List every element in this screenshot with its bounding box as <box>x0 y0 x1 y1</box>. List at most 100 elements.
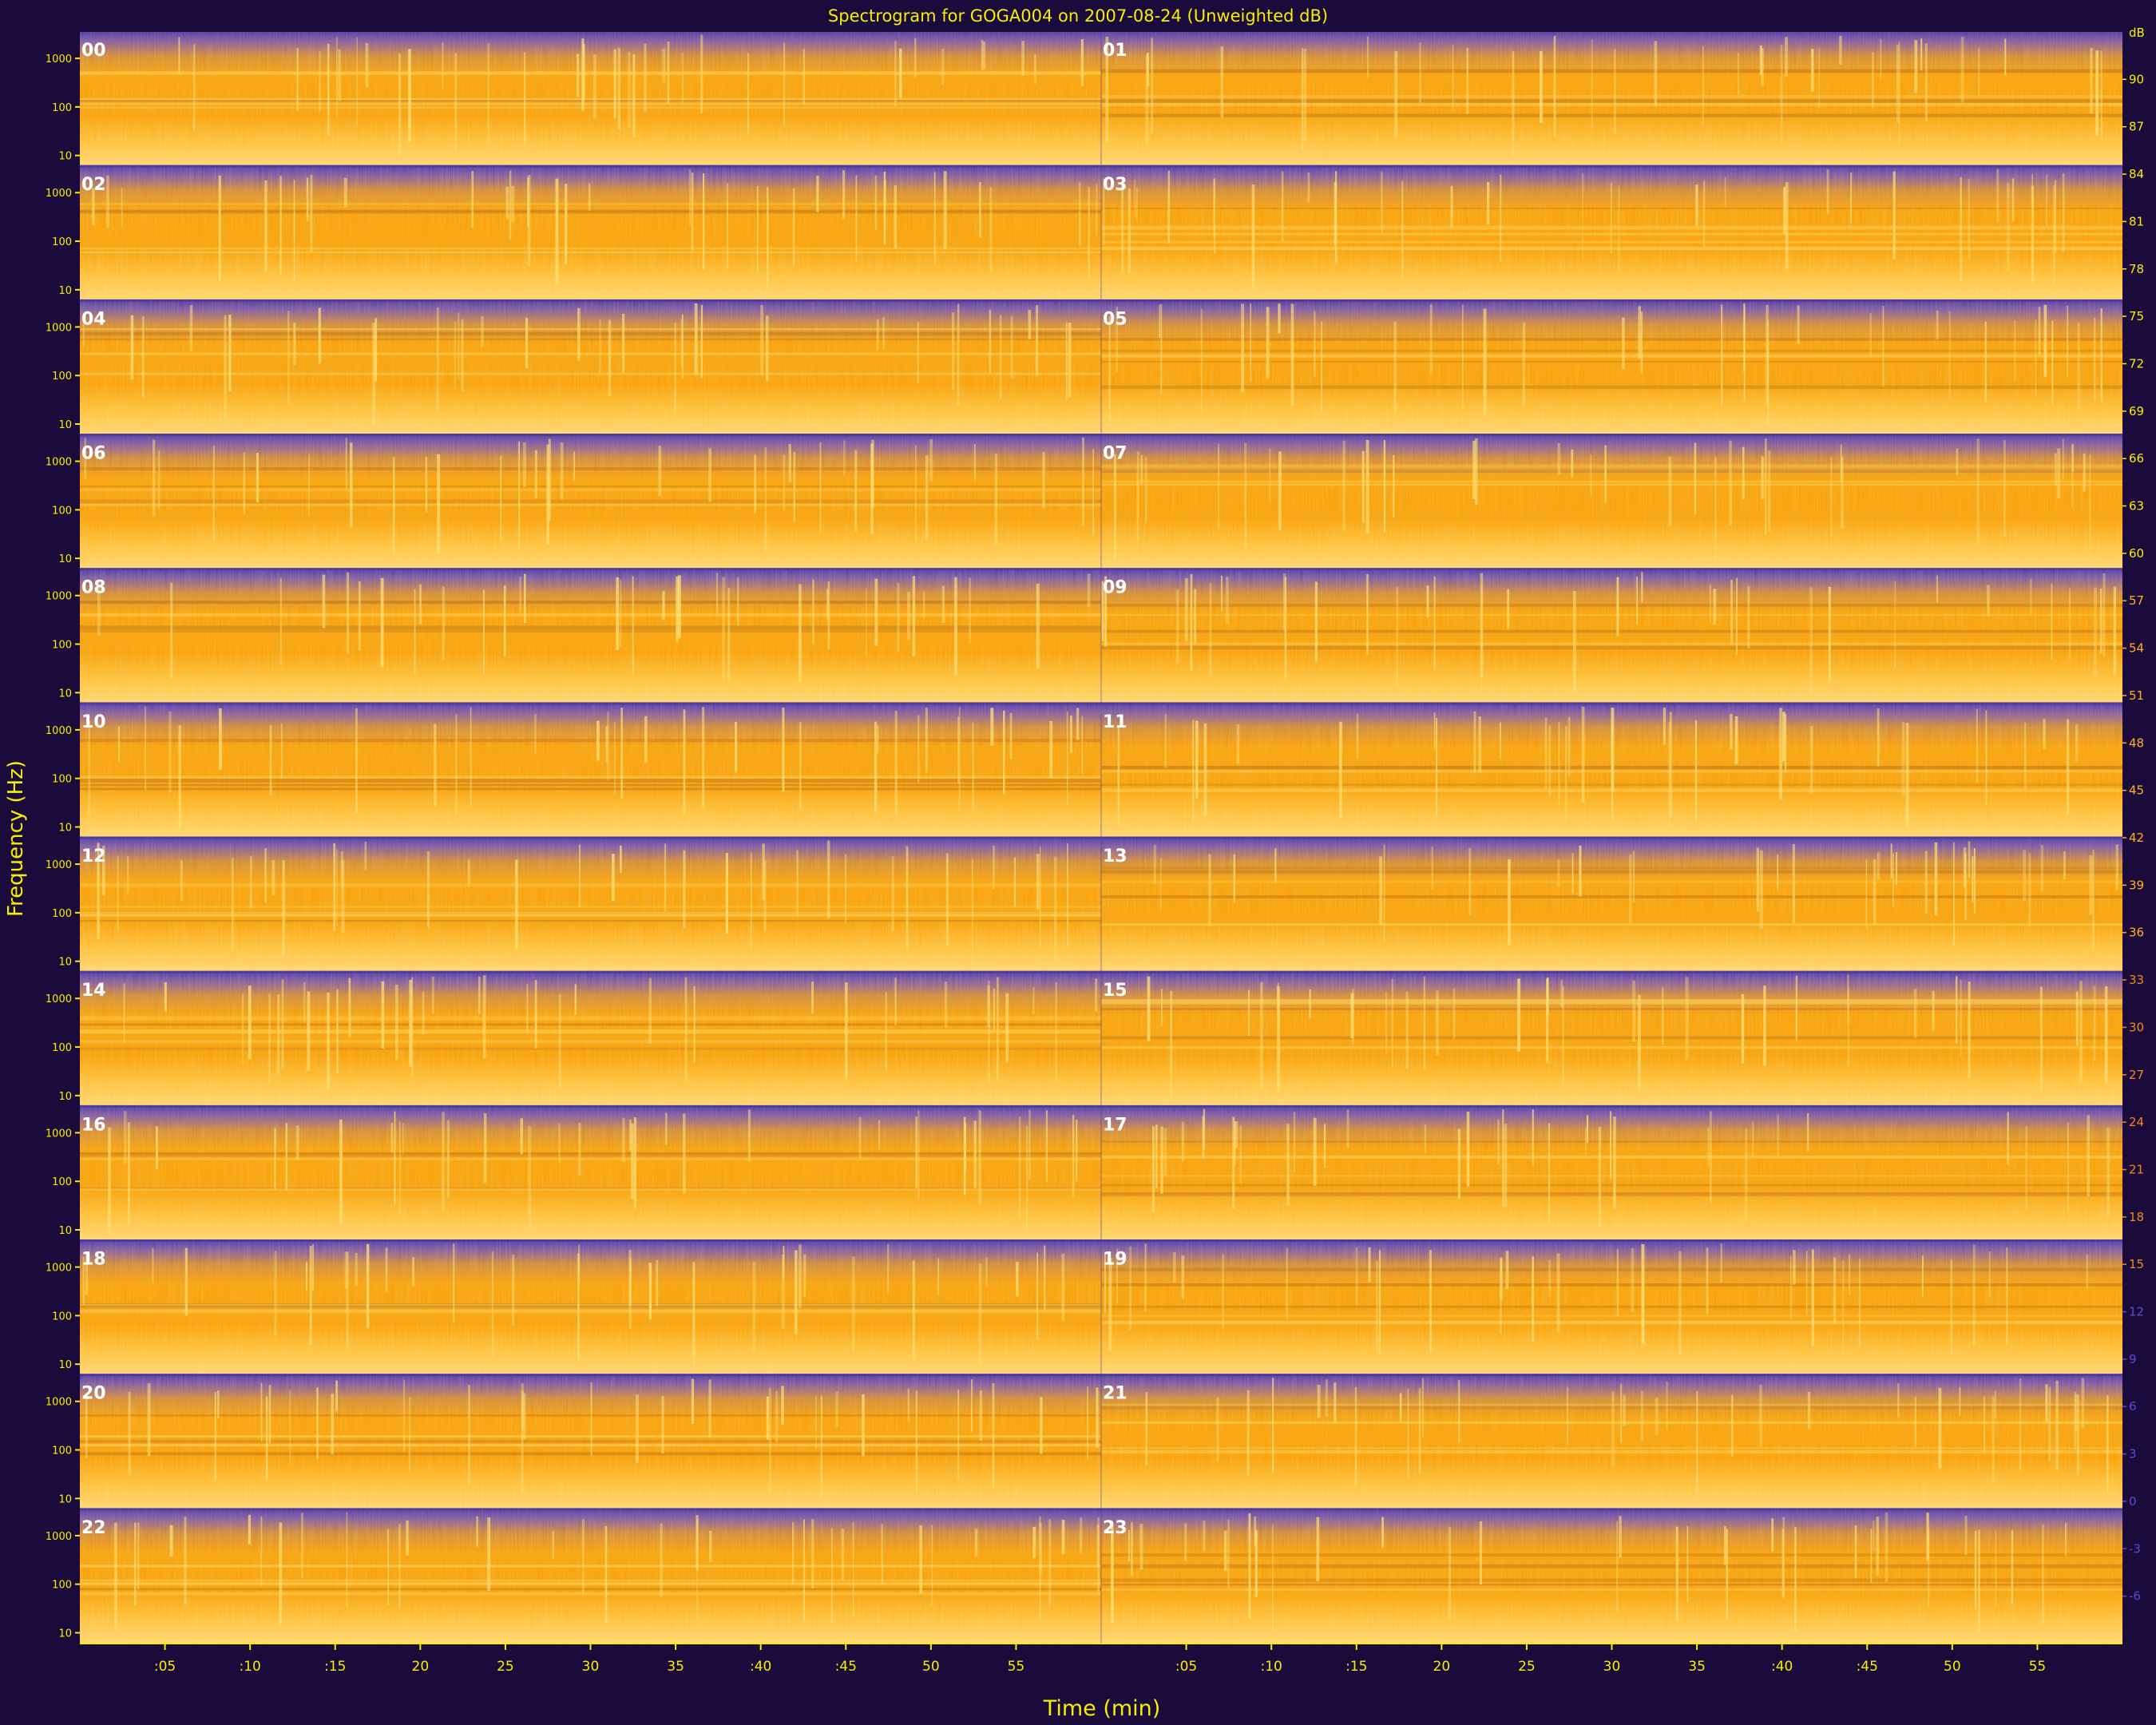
sound-event <box>419 584 422 625</box>
sound-event <box>2102 573 2106 657</box>
sound-event <box>1039 1516 1041 1621</box>
sound-event <box>812 579 814 644</box>
x-tick-label: 50 <box>1944 1659 1961 1675</box>
sound-event <box>1620 1383 1622 1443</box>
sound-event <box>341 859 345 934</box>
colorbar-tick-label: 75 <box>2129 309 2144 323</box>
y-tick-label: 1000 <box>46 322 72 334</box>
sound-event <box>2093 986 2096 1061</box>
sound-event <box>1876 1517 1879 1576</box>
sound-event <box>1974 1530 1977 1610</box>
sound-event <box>1920 38 1923 71</box>
sound-event <box>620 845 622 874</box>
tonal-band <box>1101 642 2122 645</box>
sound-event <box>471 171 474 228</box>
sound-event <box>372 323 376 426</box>
sound-event <box>1181 1255 1185 1299</box>
sound-event <box>519 577 521 613</box>
sound-event <box>862 1394 865 1457</box>
sound-event <box>327 992 330 1089</box>
sound-event <box>992 845 995 890</box>
sound-event <box>996 977 999 1081</box>
sound-event <box>1226 577 1229 625</box>
tonal-band <box>1101 207 2122 210</box>
tonal-band <box>80 1452 1101 1456</box>
tonal-band <box>80 1579 1101 1582</box>
tonal-band <box>80 338 1101 341</box>
sound-event <box>1522 322 1526 406</box>
sound-event <box>747 53 749 135</box>
sound-event <box>2011 178 2015 222</box>
sound-event <box>481 315 484 347</box>
sound-event <box>681 314 684 379</box>
sound-event <box>912 576 915 657</box>
sound-event <box>665 1112 668 1145</box>
sound-event <box>534 450 537 498</box>
sound-event <box>399 1121 401 1214</box>
tonal-band <box>1101 1305 2122 1309</box>
sound-event <box>422 991 425 1034</box>
sound-event <box>1045 1110 1048 1182</box>
sound-event <box>1729 440 1732 525</box>
sound-event <box>130 315 134 380</box>
colorbar-tick-label: 63 <box>2129 499 2144 514</box>
sound-event <box>1640 311 1643 375</box>
sound-event <box>933 172 936 264</box>
sound-event <box>978 1263 982 1366</box>
sound-event <box>505 186 509 220</box>
sound-event <box>994 453 998 545</box>
sound-event <box>906 846 909 951</box>
sound-event <box>2051 320 2054 406</box>
sound-event <box>1080 1517 1083 1555</box>
tonal-band <box>80 1188 1101 1191</box>
sound-event <box>855 175 858 262</box>
x-tick-label: :40 <box>1771 1659 1793 1675</box>
sound-event <box>402 1122 404 1154</box>
sound-event <box>914 38 917 78</box>
hour-label: 23 <box>1103 1518 1128 1538</box>
sound-event <box>1026 1125 1028 1233</box>
sound-event <box>355 708 358 813</box>
sound-event <box>1810 49 1814 92</box>
sound-event <box>1805 1251 1808 1315</box>
tonal-band <box>1101 1406 2122 1410</box>
hour-label: 21 <box>1103 1384 1128 1404</box>
sound-event <box>1742 446 1745 500</box>
sound-event <box>937 1258 940 1295</box>
sound-event <box>1076 1119 1078 1182</box>
sound-event <box>1385 992 1387 1055</box>
sound-event <box>2106 1395 2109 1493</box>
sound-event <box>1361 450 1365 523</box>
sound-event <box>1721 304 1723 406</box>
sound-event <box>1702 180 1706 248</box>
sound-event <box>265 1396 268 1480</box>
sound-event <box>1641 572 1643 603</box>
tonal-band <box>80 601 1101 604</box>
sound-event <box>1241 303 1244 393</box>
colorbar-tick-label: 42 <box>2129 831 2144 845</box>
sound-event <box>1709 1111 1712 1204</box>
x-tick-label: :15 <box>324 1659 346 1675</box>
tonal-band <box>1101 1036 2122 1040</box>
sound-event <box>1160 989 1163 1027</box>
sound-event <box>1548 1259 1552 1297</box>
sound-event <box>1339 721 1342 819</box>
sound-event <box>274 1128 276 1190</box>
sound-event <box>919 1525 922 1594</box>
sound-event <box>820 1395 822 1499</box>
sound-event <box>153 439 156 517</box>
sound-event <box>1042 452 1045 509</box>
hour-panel-09: 09 <box>1101 569 2122 704</box>
sound-event <box>333 843 335 930</box>
hour-label: 12 <box>81 847 106 866</box>
sound-event <box>1811 1249 1814 1346</box>
sound-event <box>412 1257 414 1287</box>
sound-event <box>2075 1394 2077 1431</box>
sound-event <box>1914 1396 1916 1447</box>
sound-event <box>380 577 384 668</box>
colorbar-tick-label: 6 <box>2129 1399 2137 1414</box>
tonal-band <box>80 210 1101 214</box>
hour-label: 10 <box>81 712 106 732</box>
tonal-band <box>80 1157 1101 1161</box>
